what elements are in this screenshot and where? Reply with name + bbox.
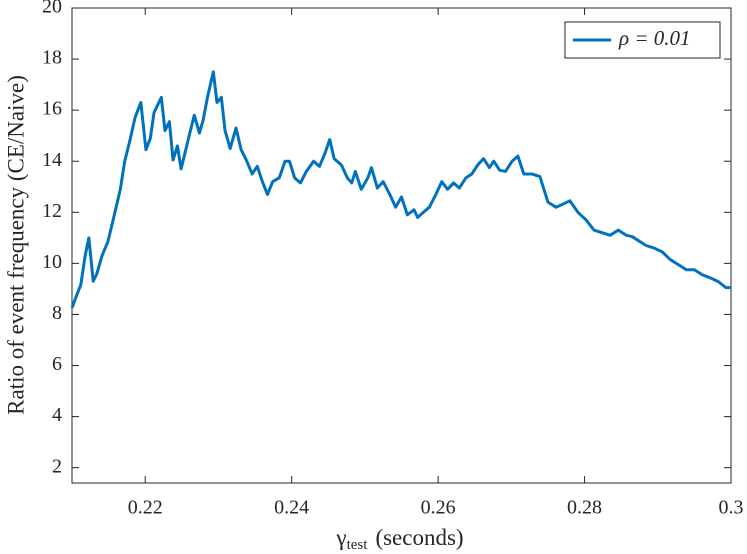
y-tick-label: 12	[42, 200, 62, 222]
x-label-unit: (seconds)	[375, 525, 463, 550]
x-axis-label: γtest (seconds)	[335, 525, 463, 553]
y-tick-label: 16	[42, 98, 62, 120]
x-tick-label: 0.3	[719, 497, 744, 519]
x-tick-label: 0.28	[567, 497, 602, 519]
y-tick-label: 20	[42, 0, 62, 18]
y-tick-label: 6	[52, 353, 62, 375]
x-tick-label: 0.24	[274, 497, 309, 519]
y-tick-label: 10	[42, 251, 62, 273]
plot-frame	[71, 7, 732, 484]
y-tick-label: 14	[42, 149, 62, 171]
y-tick-label: 4	[52, 404, 62, 426]
x-tick-label: 0.22	[128, 497, 163, 519]
y-axis-label: Ratio of event frequency (CE/Naive)	[3, 75, 28, 415]
x-tick-label: 0.26	[421, 497, 456, 519]
legend-label: ρ = 0.01	[618, 26, 691, 50]
data-line	[70, 70, 731, 309]
y-tick-label: 2	[52, 455, 62, 477]
x-label-subscript: test	[347, 537, 369, 553]
x-label-symbol: γ	[335, 525, 346, 550]
y-tick-label: 8	[52, 302, 62, 324]
y-tick-label: 18	[42, 47, 62, 69]
